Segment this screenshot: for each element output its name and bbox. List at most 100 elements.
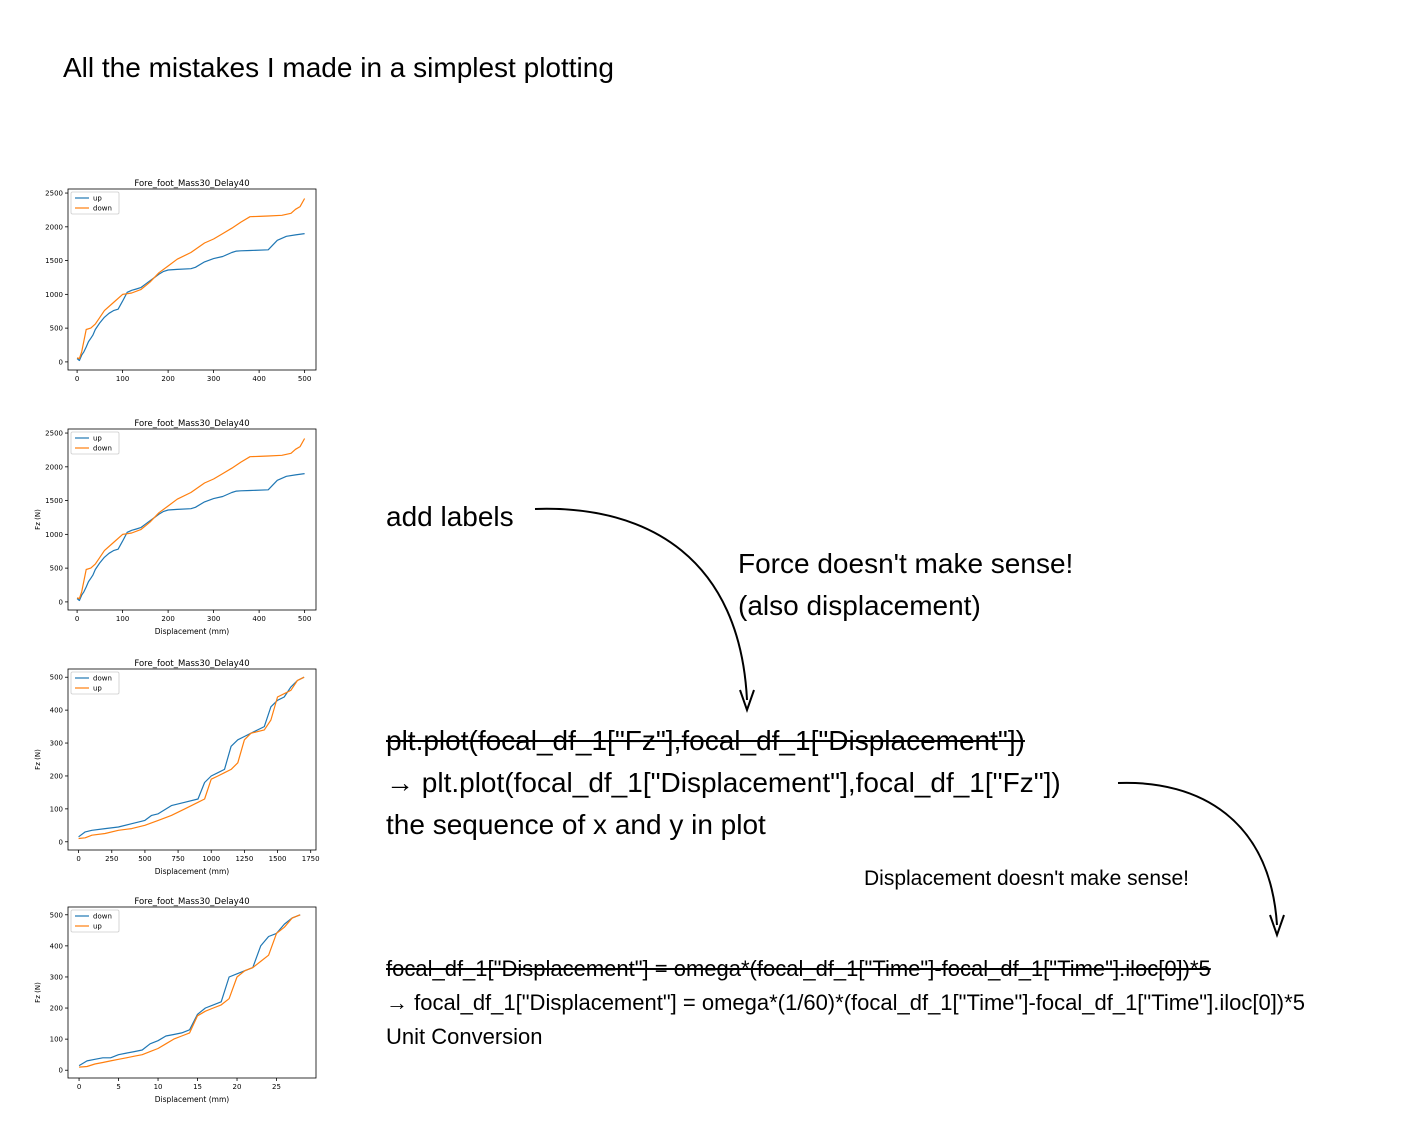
note-add-labels: add labels bbox=[386, 501, 514, 532]
page-title: All the mistakes I made in a simplest pl… bbox=[63, 52, 614, 83]
legend: down up bbox=[70, 671, 120, 695]
chart-title: Fore_foot_Mass30_Delay40 bbox=[134, 659, 249, 669]
y-axis-label: Fz (N) bbox=[34, 509, 42, 530]
note-displacement: Displacement doesn't make sense! bbox=[864, 867, 1190, 890]
chart-title: Fore_foot_Mass30_Delay40 bbox=[134, 179, 249, 189]
chart-svg: Fore_foot_Mass30_Delay40 0 100 200 300 400 500… bbox=[45, 179, 317, 383]
x-tick-label: 400 bbox=[252, 375, 265, 383]
x-tick-label: 300 bbox=[207, 375, 220, 383]
x-axis-label: Displacement (mm) bbox=[155, 627, 229, 636]
code1-caption: the sequence of x and y in plot bbox=[386, 809, 766, 840]
y-tick-label: 2500 bbox=[45, 430, 63, 438]
plot-frame bbox=[67, 906, 317, 1079]
x-tick-label: 200 bbox=[161, 615, 174, 623]
x-tick-label: 500 bbox=[298, 375, 311, 383]
chart-1: Fore_foot_Mass30_Delay40 0 100 200 300 400 500… bbox=[30, 176, 330, 388]
x-tick-label: 5 bbox=[116, 1083, 120, 1091]
y-tick-label: 300 bbox=[50, 740, 63, 748]
x-tick-label: 400 bbox=[252, 615, 265, 623]
series-line-down bbox=[76, 438, 306, 600]
y-tick-label: 0 bbox=[59, 358, 63, 366]
x-tick-label: 1500 bbox=[269, 855, 287, 863]
x-tick-label: 1250 bbox=[235, 855, 253, 863]
x-tick-label: 1000 bbox=[202, 855, 220, 863]
x-tick-label: 100 bbox=[116, 375, 129, 383]
series-line-up bbox=[76, 233, 305, 362]
x-axis-label: Displacement (mm) bbox=[155, 867, 229, 876]
code2-new: → focal_df_1["Displacement"] = omega*(1/… bbox=[386, 990, 1305, 1015]
legend-label-up: up bbox=[93, 195, 102, 203]
legend-label-up: up bbox=[93, 923, 102, 931]
y-tick-label: 0 bbox=[59, 598, 63, 606]
y-tick-label: 2000 bbox=[45, 463, 63, 471]
arrowhead-add-labels bbox=[739, 689, 755, 714]
y-tick-label: 1500 bbox=[45, 257, 63, 265]
arrow-add-labels bbox=[534, 507, 748, 701]
plot-frame bbox=[67, 668, 317, 851]
x-tick-label: 10 bbox=[154, 1083, 163, 1091]
x-tick-label: 20 bbox=[233, 1083, 242, 1091]
code1-old: plt.plot(focal_df_1["Fz"],focal_df_1["Di… bbox=[386, 725, 1025, 756]
y-tick-label: 400 bbox=[50, 707, 63, 715]
y-tick-label: 1500 bbox=[45, 497, 63, 505]
x-tick-label: 15 bbox=[193, 1083, 202, 1091]
note-force-line2: (also displacement) bbox=[738, 590, 981, 621]
x-tick-label: 300 bbox=[207, 615, 220, 623]
series-line-down bbox=[78, 914, 301, 1067]
chart-4: Fore_foot_Mass30_Delay40 0 5 10 15 20 25 0 100 20… bbox=[30, 894, 330, 1106]
legend: down up bbox=[70, 909, 120, 933]
y-tick-label: 500 bbox=[50, 565, 63, 573]
legend: up down bbox=[70, 191, 120, 215]
y-tick-label: 0 bbox=[59, 1067, 63, 1075]
note-force-line1: Force doesn't make sense! bbox=[738, 548, 1074, 579]
y-tick-label: 2500 bbox=[45, 190, 63, 198]
chart-svg: Fore_foot_Mass30_Delay40 0 100 200 300 400 500… bbox=[34, 419, 317, 636]
x-tick-label: 0 bbox=[76, 855, 80, 863]
legend-label-up: up bbox=[93, 435, 102, 443]
y-tick-label: 200 bbox=[50, 772, 63, 780]
x-tick-label: 0 bbox=[75, 375, 79, 383]
y-tick-label: 100 bbox=[50, 1036, 63, 1044]
y-tick-label: 500 bbox=[50, 674, 63, 682]
chart-2: Fore_foot_Mass30_Delay40 0 100 200 300 400 500… bbox=[30, 416, 330, 638]
code2-old: focal_df_1["Displacement"] = omega*(foca… bbox=[386, 956, 1211, 981]
chart-title: Fore_foot_Mass30_Delay40 bbox=[134, 419, 249, 429]
y-axis-label: Fz (N) bbox=[34, 749, 42, 770]
x-tick-label: 0 bbox=[75, 615, 79, 623]
code2-caption: Unit Conversion bbox=[386, 1024, 543, 1049]
arrow-displacement bbox=[1117, 781, 1278, 926]
series-line-up bbox=[78, 676, 305, 840]
y-axis-label: Fz (N) bbox=[34, 982, 42, 1003]
y-tick-label: 500 bbox=[50, 911, 63, 919]
legend-label-down: down bbox=[93, 913, 112, 921]
series-line-up bbox=[79, 914, 301, 1068]
x-axis-label: Displacement (mm) bbox=[155, 1095, 229, 1104]
y-tick-label: 0 bbox=[59, 838, 63, 846]
legend-label-down: down bbox=[93, 205, 112, 213]
y-tick-label: 1000 bbox=[45, 291, 63, 299]
y-tick-label: 300 bbox=[50, 973, 63, 981]
code1-new: → plt.plot(focal_df_1["Displacement"],fo… bbox=[386, 767, 1061, 798]
plot-frame bbox=[67, 188, 317, 371]
legend-label-up: up bbox=[93, 685, 102, 693]
chart-title: Fore_foot_Mass30_Delay40 bbox=[134, 897, 249, 907]
x-tick-label: 25 bbox=[272, 1083, 281, 1091]
y-tick-label: 200 bbox=[50, 1005, 63, 1013]
series-line-up bbox=[76, 473, 305, 602]
x-tick-label: 750 bbox=[171, 855, 184, 863]
y-tick-label: 400 bbox=[50, 942, 63, 950]
y-tick-label: 1000 bbox=[45, 531, 63, 539]
x-tick-label: 1750 bbox=[302, 855, 320, 863]
chart-3: Fore_foot_Mass30_Delay40 0 250 500 750 1000 12… bbox=[30, 656, 330, 878]
y-tick-label: 2000 bbox=[45, 223, 63, 231]
x-tick-label: 250 bbox=[105, 855, 118, 863]
y-tick-label: 100 bbox=[50, 805, 63, 813]
x-tick-label: 500 bbox=[298, 615, 311, 623]
y-tick-label: 500 bbox=[50, 325, 63, 333]
series-line-down bbox=[78, 676, 305, 838]
legend-label-down: down bbox=[93, 675, 112, 683]
legend-label-down: down bbox=[93, 445, 112, 453]
legend: up down bbox=[70, 431, 120, 455]
x-tick-label: 500 bbox=[138, 855, 151, 863]
plot-frame bbox=[67, 428, 317, 611]
